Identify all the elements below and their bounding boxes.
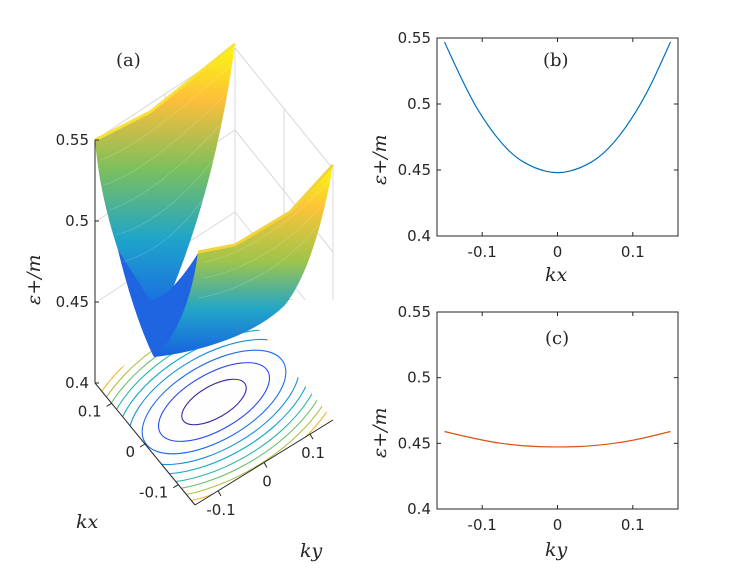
plot-frame-b bbox=[436, 37, 679, 237]
x-tick-mark bbox=[106, 402, 112, 407]
panel-c: -0.1 0 0.1 0.55 0.5 0.45 0.4 (c) ky ε+/m bbox=[369, 303, 679, 561]
x-tick-label: -0.1 bbox=[139, 484, 168, 502]
y-tick-mark bbox=[309, 433, 314, 440]
z-tick-label: 0.45 bbox=[56, 293, 89, 311]
series-line-b bbox=[443, 41, 672, 174]
c-xtick-label: -0.1 bbox=[468, 516, 497, 534]
x-ticks: 0.1 0 -0.1 bbox=[78, 402, 179, 502]
c-ytick-label: 0.4 bbox=[407, 500, 431, 518]
b-xtick-label: 0 bbox=[553, 243, 563, 261]
y-tick-mark bbox=[263, 462, 268, 468]
x-axis-label-c: ky bbox=[545, 539, 568, 561]
z-ticks: 0.55 0.5 0.45 0.4 bbox=[56, 131, 99, 392]
b-xtick-label: 0.1 bbox=[621, 243, 645, 261]
y-tick-label: -0.1 bbox=[206, 501, 235, 519]
c-ytick-label: 0.55 bbox=[398, 303, 431, 321]
x-tick-mark bbox=[173, 484, 179, 489]
c-xtick-label: 0 bbox=[553, 516, 563, 534]
y-tick-label: 0.1 bbox=[301, 444, 325, 462]
series-line-c bbox=[444, 430, 671, 448]
b-ytick-label: 0.45 bbox=[398, 161, 431, 179]
c-ytick-label: 0.5 bbox=[407, 369, 431, 387]
y-axis-label-c: ε+/m bbox=[369, 407, 391, 458]
x-axis-label-b: kx bbox=[545, 264, 568, 286]
x-tick-mark bbox=[139, 443, 146, 448]
plot-frame-c bbox=[436, 311, 679, 510]
c-xtick-label: 0.1 bbox=[621, 516, 645, 534]
panel-label-a: (a) bbox=[116, 50, 141, 71]
y-tick-label: 0 bbox=[262, 473, 272, 491]
panel-label-b: (b) bbox=[543, 50, 569, 71]
x-axis-label: kx bbox=[76, 511, 99, 533]
b-ytick-label: 0.5 bbox=[407, 95, 431, 113]
z-tick-label: 0.5 bbox=[65, 212, 89, 230]
y-ticks: -0.1 0 0.1 bbox=[206, 433, 325, 519]
z-tick-label: 0.4 bbox=[65, 374, 89, 392]
axis-ticks-c: -0.1 0 0.1 0.55 0.5 0.45 0.4 bbox=[398, 303, 678, 534]
panel-a: 0.55 0.5 0.45 0.4 0.1 0 -0.1 -0.1 0 0.1 (a) ε+/… bbox=[0, 42, 400, 572]
x-tick-label: 0.1 bbox=[78, 402, 102, 420]
y-tick-mark bbox=[217, 490, 222, 497]
x-tick-label: 0 bbox=[125, 443, 135, 461]
z-tick-label: 0.55 bbox=[56, 131, 89, 149]
panel-b: -0.1 0 0.1 0.55 0.5 0.45 0.4 (b) kx ε+/m bbox=[369, 29, 679, 286]
c-ytick-label: 0.45 bbox=[398, 434, 431, 452]
b-ytick-label: 0.55 bbox=[398, 29, 431, 47]
b-ytick-label: 0.4 bbox=[407, 227, 431, 245]
axis-ticks-b: -0.1 0 0.1 0.55 0.5 0.45 0.4 bbox=[398, 29, 678, 261]
panel-label-c: (c) bbox=[545, 328, 569, 349]
z-axis-label: ε+/m bbox=[23, 254, 45, 305]
y-axis-label-b: ε+/m bbox=[369, 134, 391, 185]
b-xtick-label: -0.1 bbox=[468, 243, 497, 261]
y-axis-label: ky bbox=[300, 540, 323, 562]
surface-front-wall bbox=[154, 165, 333, 357]
